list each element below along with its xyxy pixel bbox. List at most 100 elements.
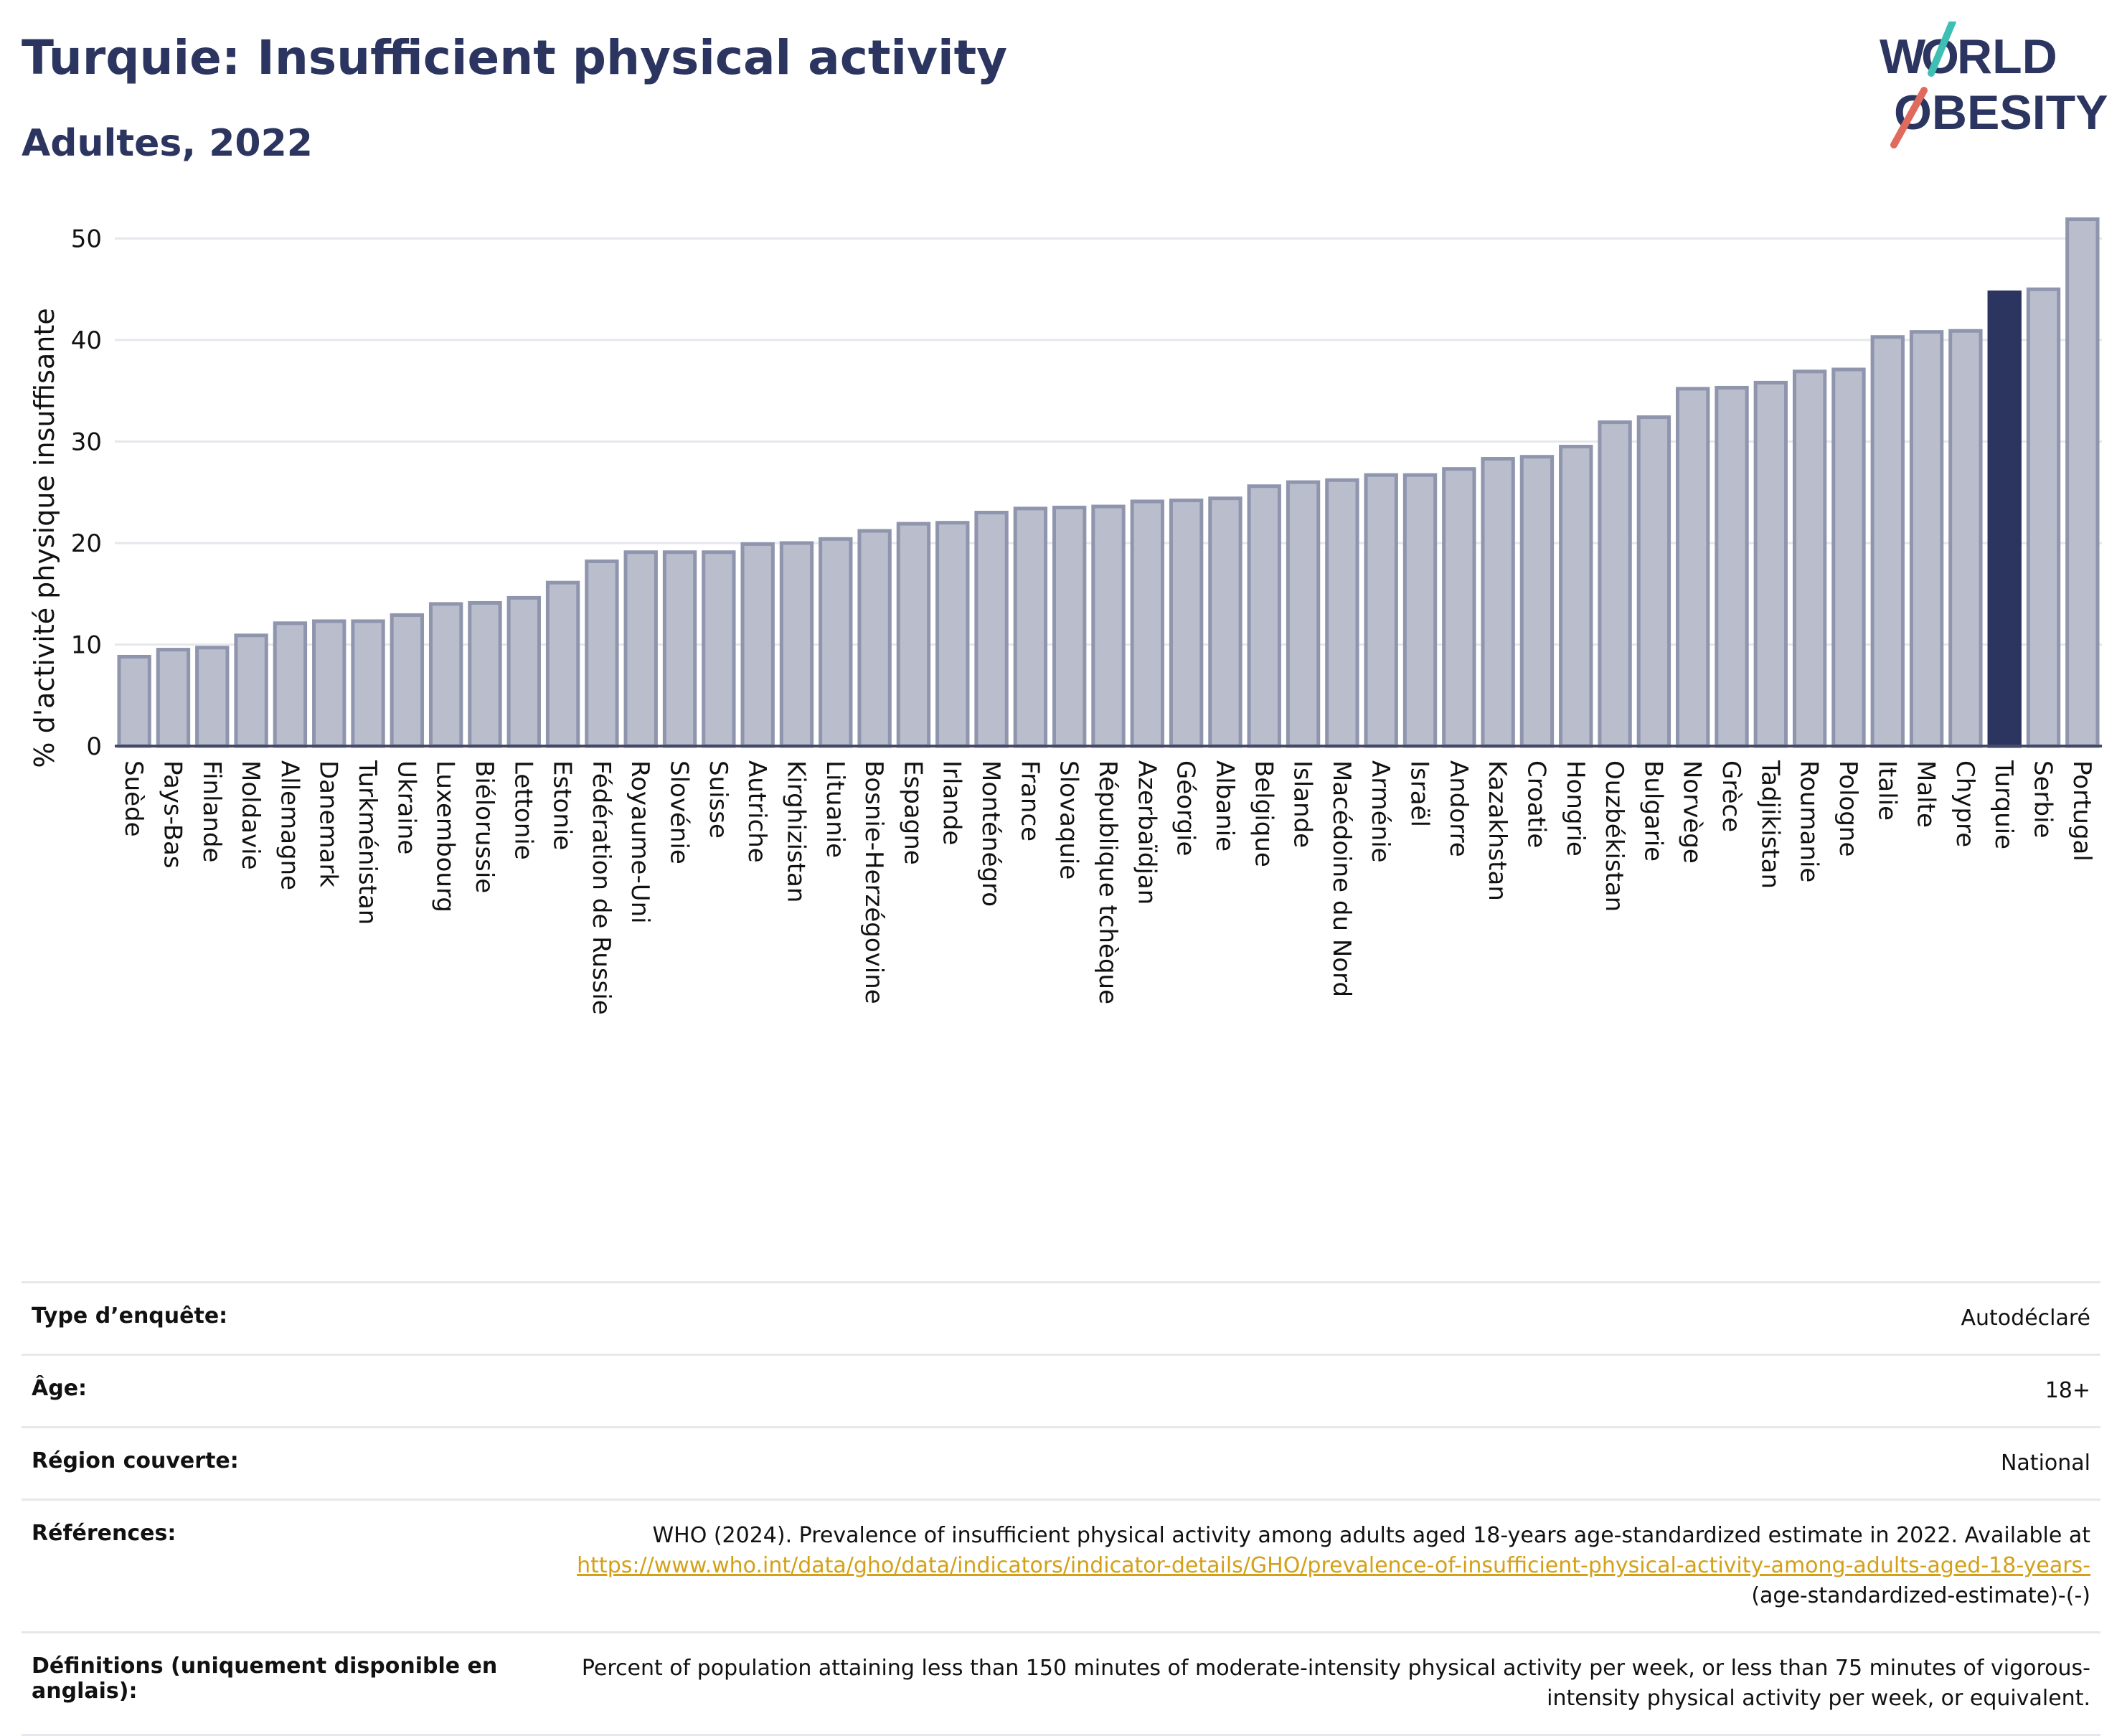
x-tick-label: Croatie (1522, 760, 1550, 848)
bar-hongrie (1559, 445, 1593, 748)
bar-espagne (896, 522, 931, 748)
bar-arm-nie (1364, 473, 1398, 748)
meta-value: WHO (2024). Prevalence of insufficient p… (534, 1521, 2090, 1611)
x-tick-label: Andorre (1444, 760, 1473, 857)
y-tick-label: 50 (71, 225, 102, 253)
bar-royaume-uni (623, 550, 658, 748)
x-ticks: Suède Pays-Bas Finlande Moldavie Allemagne Da… (119, 760, 2096, 1015)
svg-text:W: W (1880, 29, 1926, 84)
bar-r-publique-tch-que (1091, 504, 1126, 748)
x-tick-label: Turkménistan (353, 760, 382, 925)
bar-norv-ge (1676, 387, 1710, 748)
x-tick-label: Malte (1912, 760, 1941, 828)
bar-suisse (702, 550, 736, 748)
bar-bosnie-herz-govine (857, 529, 892, 748)
x-tick-label: Chypre (1951, 760, 1979, 847)
meta-age: Âge: 18+ (22, 1354, 2100, 1426)
x-tick-label: Pologne (1834, 760, 1862, 857)
bar-malte (1909, 330, 1944, 748)
y-ticks: 0 10 20 30 40 50 (71, 225, 102, 761)
meta-definitions: Définitions (uniquement disponible en an… (22, 1631, 2100, 1736)
bar-pologne (1831, 367, 1866, 748)
x-tick-label: Estonie (548, 760, 577, 850)
x-tick-label: République tchèque (1093, 760, 1122, 1004)
x-tick-label: Bosnie-Herzégovine (859, 760, 888, 1004)
bar-bi-lorussie (468, 600, 502, 748)
bar-danemark (312, 619, 346, 748)
x-tick-label: Kirghizistan (781, 760, 810, 902)
bar-pays-bas (156, 648, 191, 748)
x-tick-label: Finlande (197, 760, 226, 862)
x-tick-label: Géorgie (1171, 760, 1200, 856)
x-tick-label: Lituanie (821, 760, 849, 858)
x-tick-label: Autriche (742, 760, 771, 863)
bar-autriche (740, 542, 775, 748)
x-tick-label: Roumanie (1795, 760, 1824, 882)
bar-luxembourg (428, 602, 463, 748)
bar-f-d-ration-de-russie (585, 559, 619, 748)
bar-france (1013, 506, 1048, 748)
x-tick-label: Luxembourg (431, 760, 460, 912)
bar-slovaquie (1052, 505, 1087, 748)
y-tick-label: 0 (86, 732, 102, 761)
bar-roumanie (1792, 369, 1827, 748)
bar-isra-l (1402, 473, 1438, 748)
y-tick-label: 20 (71, 529, 102, 558)
x-tick-label: Espagne (898, 760, 927, 865)
meta-label: Définitions (uniquement disponible en an… (32, 1654, 498, 1704)
x-tick-label: Grèce (1717, 760, 1745, 832)
bar-belgique (1247, 484, 1281, 748)
meta-survey-type: Type d’enquête: Autodéclaré (22, 1281, 2100, 1354)
bar-ouzb-kistan (1598, 420, 1632, 748)
bar-kazakhstan (1481, 457, 1515, 748)
bar-slov-nie (662, 550, 697, 748)
metadata-table: Type d’enquête: Autodéclaré Âge: 18+ Rég… (22, 1281, 2100, 1736)
bar-irlande (935, 521, 970, 748)
references-suffix: (age-standardized-estimate)-(-) (1751, 1583, 2090, 1608)
bar-serbie (2026, 287, 2061, 748)
svg-text:RLD: RLD (1957, 29, 2057, 84)
bar-bulgarie (1636, 415, 1671, 748)
x-tick-label: Ukraine (392, 760, 420, 854)
x-tick-label: Norvège (1678, 760, 1707, 864)
y-tick-label: 10 (71, 631, 102, 659)
meta-value: National (2000, 1450, 2090, 1476)
x-tick-label: Kazakhstan (1483, 760, 1512, 901)
x-tick-label: Tadjikistan (1755, 760, 1784, 889)
meta-label: Région couverte: (32, 1448, 239, 1473)
x-tick-label: Belgique (1249, 760, 1278, 867)
x-tick-label: Italie (1872, 760, 1901, 821)
x-tick-label: Suisse (704, 760, 732, 839)
bar-moldavie (234, 633, 268, 748)
bar-finlande (195, 646, 230, 748)
bar-lituanie (819, 537, 853, 748)
y-tick-label: 40 (71, 326, 102, 355)
x-tick-label: Monténégro (976, 760, 1005, 907)
bar-estonie (545, 580, 580, 748)
x-tick-label: Serbie (2029, 760, 2057, 838)
y-tick-label: 30 (71, 428, 102, 456)
world-obesity-logo: W O RLD OBESITY (1880, 22, 2108, 148)
x-tick-label: Ouzbékistan (1600, 760, 1628, 912)
x-tick-label: Turquie (1989, 760, 2018, 849)
bar-mac-doine-du-nord (1325, 478, 1359, 748)
x-tick-label: Biélorussie (470, 760, 499, 893)
x-tick-label: Allemagne (275, 760, 303, 890)
references-link[interactable]: https://www.who.int/data/gho/data/indica… (577, 1553, 2090, 1578)
x-tick-label: France (1015, 760, 1044, 841)
x-tick-label: Suède (119, 760, 148, 837)
bar-ukraine (390, 613, 425, 748)
bar-turquie (1987, 290, 2022, 748)
x-tick-label: Portugal (2067, 760, 2096, 862)
x-tick-label: Fédération de Russie (587, 760, 616, 1015)
x-tick-label: Arménie (1366, 760, 1395, 863)
meta-value: Autodéclaré (1961, 1306, 2091, 1331)
meta-label: Références: (32, 1521, 176, 1546)
bar-allemagne (273, 621, 308, 748)
bars (117, 217, 2100, 748)
x-tick-label: Azerbaïdjan (1132, 760, 1161, 905)
bar-gr-ce (1715, 385, 1749, 748)
bar-portugal (2065, 217, 2100, 748)
x-tick-label: Irlande (938, 760, 966, 845)
bar-italie (1870, 335, 1905, 748)
